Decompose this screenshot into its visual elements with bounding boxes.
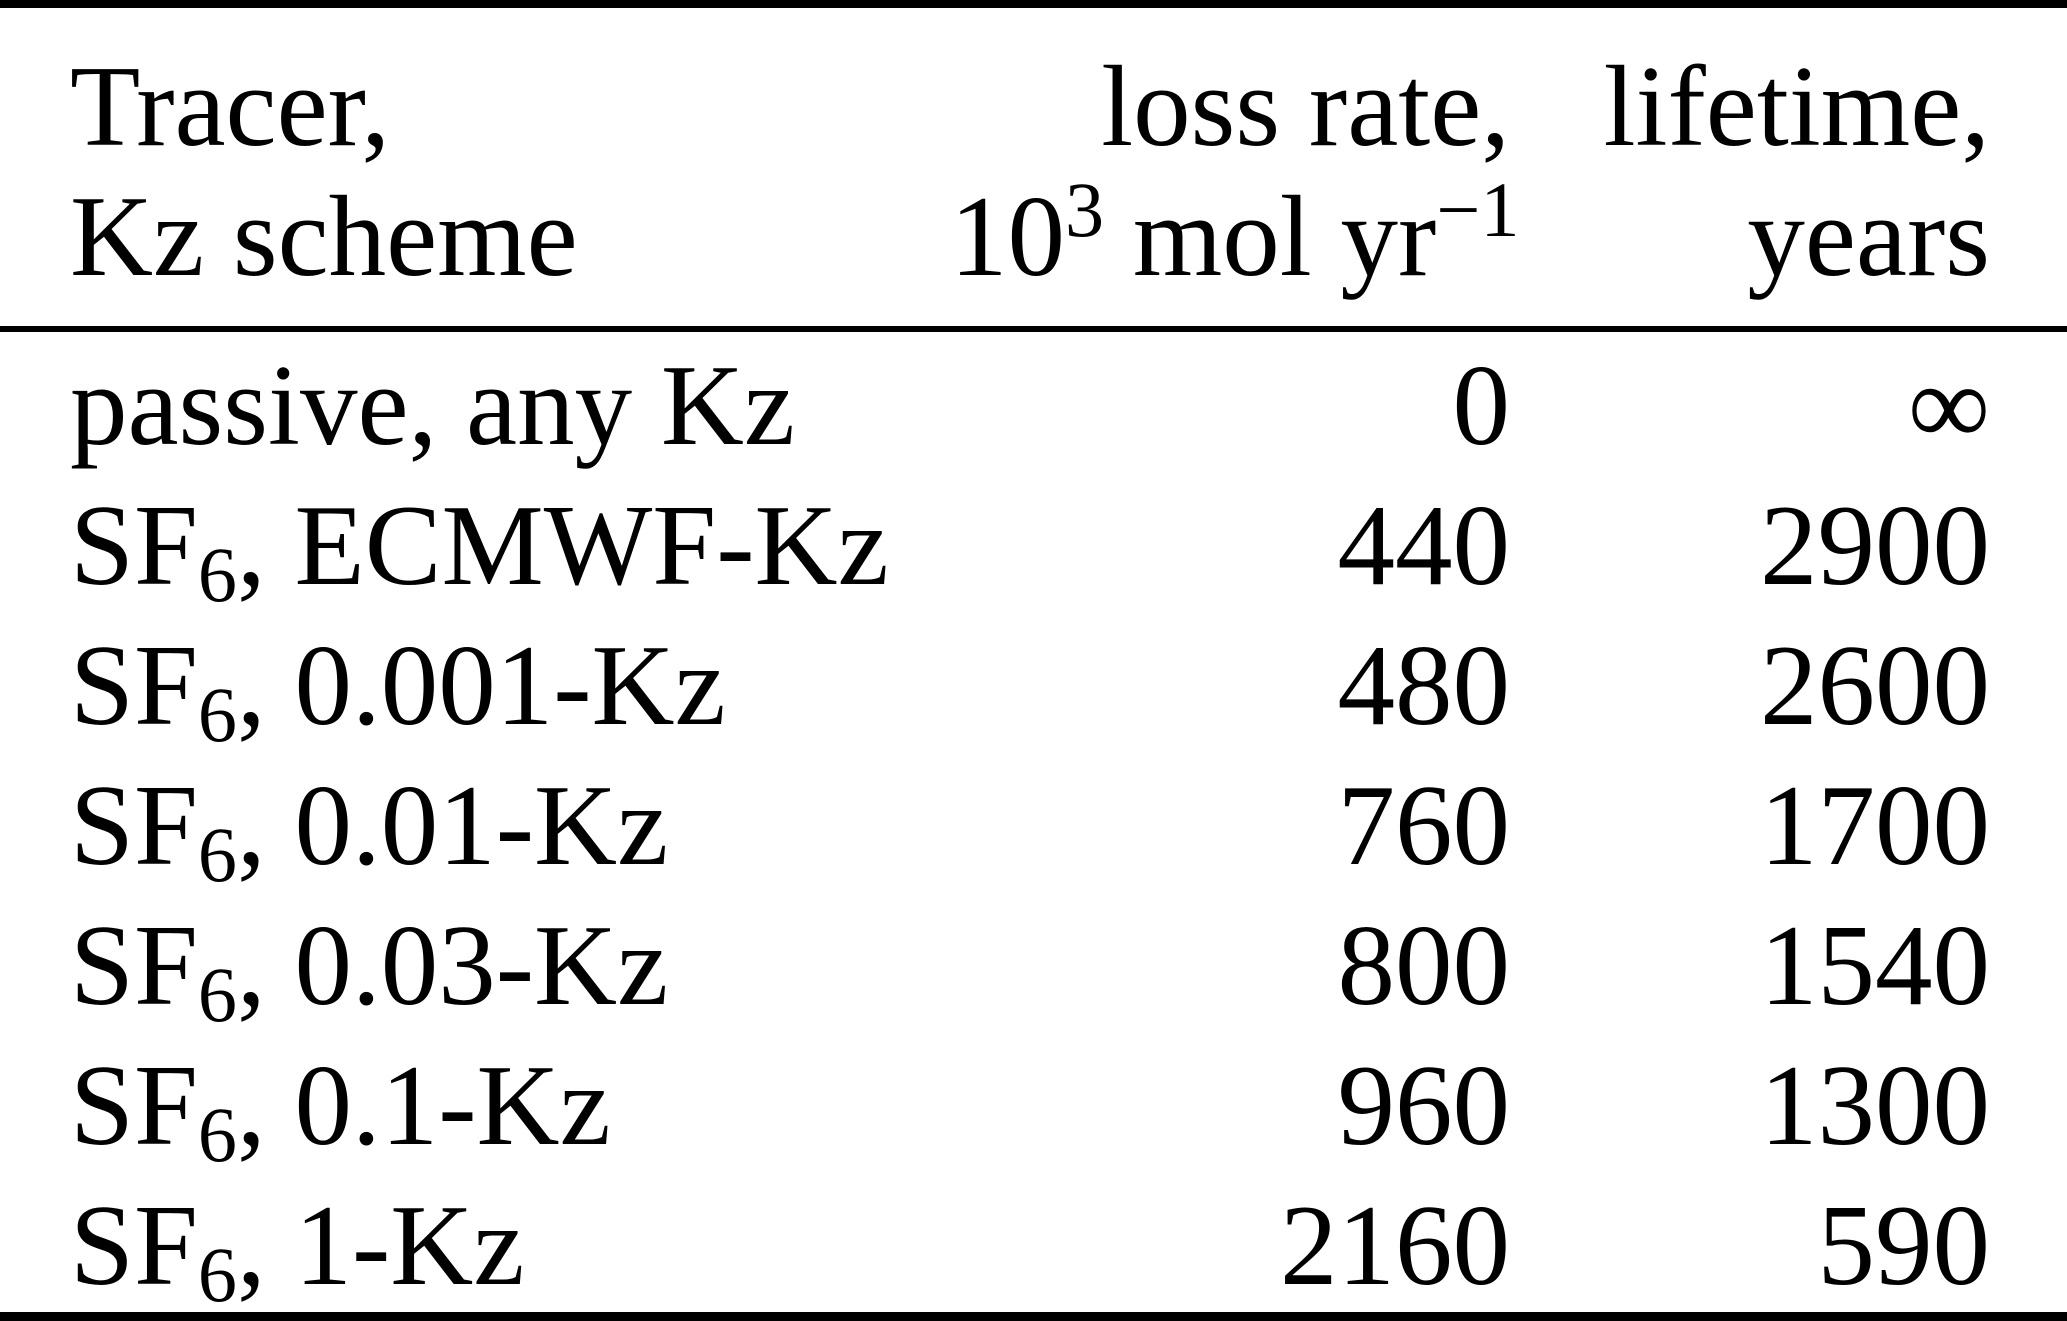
subscript: 6 xyxy=(197,811,238,899)
cell-tracer-scheme: SF6, 0.03-Kz xyxy=(70,902,669,1039)
header-lifetime: lifetime, years xyxy=(1510,4,2067,329)
cell-tracer-scheme: SF6, 0.1-Kz xyxy=(70,1042,611,1179)
subscript: 6 xyxy=(197,671,238,759)
table-header: Tracer, Kz scheme loss rate, 103 mol yr−… xyxy=(0,4,2067,329)
cell-lifetime: ∞ xyxy=(1908,342,1990,469)
cell-loss-rate: 960 xyxy=(1337,1042,1511,1169)
cell-lifetime: 1300 xyxy=(1760,1042,1990,1169)
cell-lifetime: 1540 xyxy=(1760,902,1990,1029)
cell-lifetime: 590 xyxy=(1817,1182,1991,1309)
table-row: SF6, ECMWF-Kz 440 2900 xyxy=(0,472,2067,619)
cell-loss-rate: 0 xyxy=(1452,342,1511,469)
paper-table-page: Tracer, Kz scheme loss rate, 103 mol yr−… xyxy=(0,4,2067,1317)
cell-loss-rate: 760 xyxy=(1337,762,1511,889)
cell-lifetime: 2600 xyxy=(1760,622,1990,749)
table-row: SF6, 0.03-Kz 800 1540 xyxy=(0,892,2067,1039)
table-row: SF6, 0.001-Kz 480 2600 xyxy=(0,612,2067,759)
cell-tracer-scheme: SF6, 0.001-Kz xyxy=(70,622,726,759)
header-lifetime-label: lifetime, xyxy=(1603,43,1990,170)
header-loss-rate-label: loss rate, xyxy=(1101,43,1510,170)
table-row: SF6, 0.01-Kz 760 1700 xyxy=(0,752,2067,899)
table-row: SF6, 0.1-Kz 960 1300 xyxy=(0,1032,2067,1179)
subscript: 6 xyxy=(197,531,238,619)
table-row: SF6, 1-Kz 2160 590 xyxy=(0,1172,2067,1317)
cell-loss-rate: 2160 xyxy=(1280,1182,1510,1309)
cell-tracer-scheme: SF6, 1-Kz xyxy=(70,1182,525,1319)
cell-tracer-scheme: SF6, 0.01-Kz xyxy=(70,762,669,899)
header-tracer-line2: Kz scheme xyxy=(70,173,578,300)
cell-tracer-scheme: SF6, ECMWF-Kz xyxy=(70,482,889,619)
header-loss-rate: loss rate, 103 mol yr−1 xyxy=(950,4,1520,329)
subscript: 6 xyxy=(197,1091,238,1179)
cell-lifetime: 2900 xyxy=(1760,482,1990,609)
header-loss-rate-unit: 103 mol yr−1 xyxy=(950,165,1520,300)
table-row: passive, any Kz 0 ∞ xyxy=(0,329,2067,472)
cell-lifetime: 1700 xyxy=(1760,762,1990,889)
header-tracer-kz-scheme: Tracer, Kz scheme xyxy=(0,4,950,329)
cell-loss-rate: 440 xyxy=(1337,482,1511,609)
superscript: −1 xyxy=(1436,165,1520,253)
cell-loss-rate: 480 xyxy=(1337,622,1511,749)
table-body: passive, any Kz 0 ∞ SF6, ECMWF-Kz 440 29… xyxy=(0,329,2067,1317)
superscript: 3 xyxy=(1065,165,1105,253)
header-tracer-line1: Tracer, xyxy=(70,43,391,170)
cell-tracer-scheme: passive, any Kz xyxy=(70,342,795,469)
subscript: 6 xyxy=(197,1231,238,1319)
header-lifetime-unit: years xyxy=(1747,173,1990,300)
subscript: 6 xyxy=(197,951,238,1039)
cell-loss-rate: 800 xyxy=(1337,902,1511,1029)
header-row: Tracer, Kz scheme loss rate, 103 mol yr−… xyxy=(0,4,2067,329)
